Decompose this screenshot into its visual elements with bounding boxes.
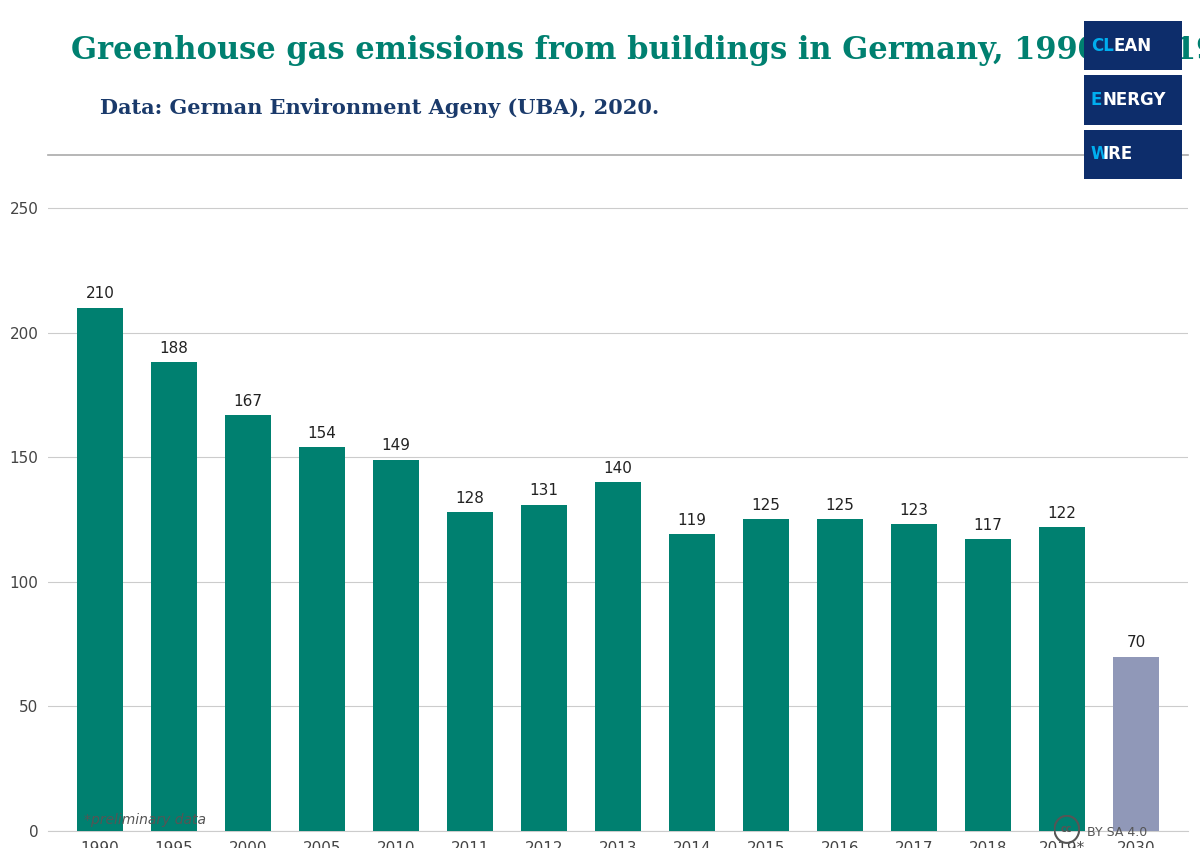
Text: 123: 123 (900, 503, 929, 518)
Bar (743, 520, 790, 831)
Text: 188: 188 (160, 341, 188, 356)
Text: BY SA 4.0: BY SA 4.0 (1087, 826, 1147, 840)
Text: *preliminary data: *preliminary data (84, 812, 206, 827)
Bar (817, 520, 863, 831)
Text: CL: CL (1091, 36, 1114, 55)
Text: IRE: IRE (1103, 145, 1133, 164)
Text: 119: 119 (678, 513, 707, 528)
Bar (224, 415, 271, 831)
Text: 125: 125 (826, 499, 854, 513)
Bar (965, 539, 1012, 831)
Text: 167: 167 (233, 393, 263, 409)
Text: 117: 117 (973, 518, 1002, 533)
Text: Greenhouse gas emissions from buildings in Germany, 1990 - 2019.: Greenhouse gas emissions from buildings … (71, 36, 1200, 66)
Bar (299, 447, 344, 831)
Bar (448, 512, 493, 831)
Text: NERGY: NERGY (1103, 91, 1165, 109)
Text: 122: 122 (1048, 505, 1076, 521)
Text: 149: 149 (382, 438, 410, 454)
Bar (373, 460, 419, 831)
Bar (151, 362, 197, 831)
Text: cc: cc (1061, 824, 1073, 834)
Bar (1114, 656, 1159, 831)
Bar (77, 308, 122, 831)
Bar (521, 505, 566, 831)
Text: 70: 70 (1127, 635, 1146, 650)
Text: 131: 131 (529, 483, 558, 499)
Bar (595, 482, 641, 831)
Text: Data: German Environment Ageny (UBA), 2020.: Data: German Environment Ageny (UBA), 20… (71, 98, 659, 118)
Bar (670, 534, 715, 831)
Text: 128: 128 (456, 491, 485, 505)
Text: EAN: EAN (1114, 36, 1152, 55)
Text: 210: 210 (85, 287, 114, 301)
Text: E: E (1091, 91, 1102, 109)
Text: W: W (1091, 145, 1109, 164)
Bar (892, 524, 937, 831)
Text: 125: 125 (751, 499, 780, 513)
Text: 154: 154 (307, 426, 336, 441)
Bar (1039, 527, 1085, 831)
Text: 140: 140 (604, 460, 632, 476)
